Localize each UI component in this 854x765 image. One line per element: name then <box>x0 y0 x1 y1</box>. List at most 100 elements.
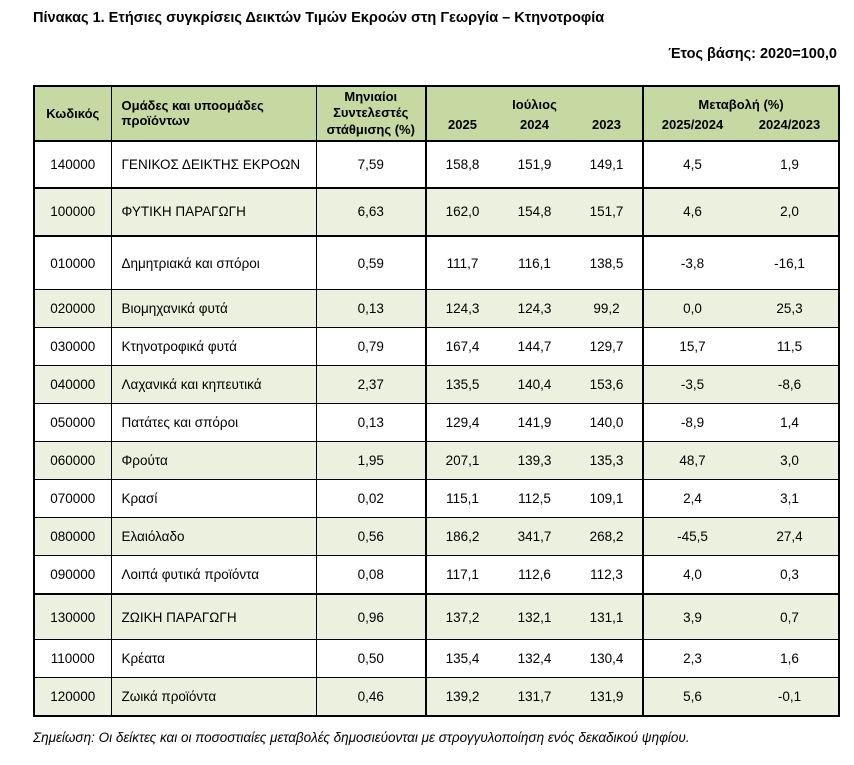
table-row: 030000 Κτηνοτροφικά φυτά 0,79 167,4 144,… <box>33 327 841 366</box>
cell-product-name: Φρούτα <box>111 441 317 480</box>
cell-index-2025: 186,2 <box>426 517 498 556</box>
cell-index-2025: 137,2 <box>426 592 498 640</box>
cell-index-2023: 153,6 <box>571 365 645 404</box>
cell-change-2025-2024: 2,4 <box>643 479 742 518</box>
cell-weight: 0,08 <box>316 555 427 594</box>
cell-change-2024-2023: 3,1 <box>741 479 841 518</box>
cell-change-2024-2023: -0,1 <box>741 677 841 717</box>
table-row: 010000 Δημητριακά και σπόροι 0,59 111,7 … <box>33 234 841 290</box>
cell-index-2023: 268,2 <box>571 517 645 556</box>
cell-index-2023: 129,7 <box>571 327 645 366</box>
col-header-weights: Μηνιαίοι Συντελεστές στάθμισης (%) <box>316 85 427 141</box>
cell-code: 120000 <box>33 677 112 717</box>
cell-weight: 0,59 <box>316 234 427 290</box>
cell-change-2024-2023: 11,5 <box>741 327 841 366</box>
col-header-2023: 2023 <box>571 115 645 141</box>
cell-product-name: Δημητριακά και σπόροι <box>111 234 317 290</box>
cell-code: 010000 <box>33 234 112 290</box>
cell-product-name: Ζωικά προϊόντα <box>111 677 317 717</box>
cell-change-2025-2024: -45,5 <box>643 517 742 556</box>
cell-code: 040000 <box>33 365 112 404</box>
cell-change-2025-2024: 4,0 <box>643 555 742 594</box>
table-row: 040000 Λαχανικά και κηπευτικά 2,37 135,5… <box>33 365 841 404</box>
cell-product-name: Ελαιόλαδο <box>111 517 317 556</box>
cell-product-name: Κρασί <box>111 479 317 518</box>
cell-change-2024-2023: 1,4 <box>741 403 841 442</box>
cell-index-2025: 115,1 <box>426 479 498 518</box>
cell-product-name: Πατάτες και σπόροι <box>111 403 317 442</box>
col-group-month: Ιούλιος <box>426 85 645 116</box>
cell-code: 140000 <box>33 139 112 188</box>
cell-change-2024-2023: -8,6 <box>741 365 841 404</box>
cell-change-2024-2023: 0,3 <box>741 555 841 594</box>
cell-index-2025: 111,7 <box>426 234 498 290</box>
cell-weight: 0,79 <box>316 327 427 366</box>
table-row: 110000 Κρέατα 0,50 135,4 132,4 130,4 2,3… <box>33 639 841 678</box>
cell-index-2024: 132,4 <box>498 639 571 678</box>
cell-index-2024: 140,4 <box>498 365 571 404</box>
cell-change-2025-2024: -3,5 <box>643 365 742 404</box>
cell-index-2023: 109,1 <box>571 479 645 518</box>
cell-change-2024-2023: 2,0 <box>741 186 841 236</box>
cell-change-2025-2024: 48,7 <box>643 441 742 480</box>
cell-code: 070000 <box>33 479 112 518</box>
cell-change-2025-2024: -3,8 <box>643 234 742 290</box>
cell-product-name: Λοιπά φυτικά προϊόντα <box>111 555 317 594</box>
cell-index-2024: 116,1 <box>498 234 571 290</box>
cell-change-2025-2024: -8,9 <box>643 403 742 442</box>
cell-change-2025-2024: 5,6 <box>643 677 742 717</box>
cell-index-2025: 167,4 <box>426 327 498 366</box>
col-header-groups: Ομάδες και υποομάδες προϊόντων <box>111 85 317 141</box>
col-header-2025-2024: 2025/2024 <box>643 115 742 141</box>
table-row: 020000 Βιομηχανικά φυτά 0,13 124,3 124,3… <box>33 289 841 328</box>
col-group-change: Μεταβολή (%) <box>643 85 841 116</box>
table-row: 120000 Ζωικά προϊόντα 0,46 139,2 131,7 1… <box>33 677 841 717</box>
price-index-table: Κωδικός Ομάδες και υποομάδες προϊόντων Μ… <box>33 85 841 717</box>
cell-code: 110000 <box>33 639 112 678</box>
page-title: Πίνακας 1. Ετήσιες συγκρίσεις Δεικτών Τι… <box>33 10 605 26</box>
cell-index-2025: 117,1 <box>426 555 498 594</box>
table-row: 060000 Φρούτα 1,95 207,1 139,3 135,3 48,… <box>33 441 841 480</box>
cell-index-2025: 135,5 <box>426 365 498 404</box>
cell-weight: 0,46 <box>316 677 427 717</box>
cell-index-2024: 132,1 <box>498 592 571 640</box>
footnote: Σημείωση: Οι δείκτες και οι ποσοστιαίες … <box>33 730 690 745</box>
cell-weight: 0,50 <box>316 639 427 678</box>
table-body: 140000 ΓΕΝΙΚΟΣ ΔΕΙΚΤΗΣ ΕΚΡΟΩΝ 7,59 158,8… <box>33 139 841 717</box>
col-header-2024: 2024 <box>498 115 571 141</box>
cell-code: 020000 <box>33 289 112 328</box>
table-row: 140000 ΓΕΝΙΚΟΣ ΔΕΙΚΤΗΣ ΕΚΡΟΩΝ 7,59 158,8… <box>33 139 841 188</box>
cell-change-2024-2023: 27,4 <box>741 517 841 556</box>
header-row-years: 2025 2024 2023 2025/2024 2024/2023 <box>34 115 841 141</box>
table-header: Κωδικός Ομάδες και υποομάδες προϊόντων Μ… <box>33 85 841 141</box>
cell-weight: 0,13 <box>316 289 427 328</box>
cell-index-2023: 131,9 <box>571 677 645 717</box>
cell-index-2024: 112,5 <box>498 479 571 518</box>
header-row-groups: Κωδικός Ομάδες και υποομάδες προϊόντων Μ… <box>33 85 841 141</box>
table-row: 080000 Ελαιόλαδο 0,56 186,2 341,7 268,2 … <box>33 517 841 556</box>
cell-product-name: Κτηνοτροφικά φυτά <box>111 327 317 366</box>
cell-product-name: ΓΕΝΙΚΟΣ ΔΕΙΚΤΗΣ ΕΚΡΟΩΝ <box>111 139 317 188</box>
cell-code: 050000 <box>33 403 112 442</box>
cell-weight: 0,13 <box>316 403 427 442</box>
base-year-note: Έτος βάσης: 2020=100,0 <box>668 46 837 62</box>
cell-index-2024: 154,8 <box>498 186 571 236</box>
cell-index-2025: 162,0 <box>426 186 498 236</box>
cell-product-name: ΦΥΤΙΚΗ ΠΑΡΑΓΩΓΗ <box>111 186 317 236</box>
cell-change-2025-2024: 0,0 <box>643 289 742 328</box>
cell-code: 130000 <box>33 592 112 640</box>
cell-weight: 0,02 <box>316 479 427 518</box>
cell-index-2024: 112,6 <box>498 555 571 594</box>
cell-change-2025-2024: 3,9 <box>643 592 742 640</box>
cell-index-2023: 140,0 <box>571 403 645 442</box>
table-row: 100000 ΦΥΤΙΚΗ ΠΑΡΑΓΩΓΗ 6,63 162,0 154,8 … <box>33 186 841 236</box>
cell-code: 060000 <box>33 441 112 480</box>
cell-index-2023: 130,4 <box>571 639 645 678</box>
cell-product-name: Λαχανικά και κηπευτικά <box>111 365 317 404</box>
cell-weight: 2,37 <box>316 365 427 404</box>
cell-index-2024: 131,7 <box>498 677 571 717</box>
cell-index-2025: 129,4 <box>426 403 498 442</box>
table-row: 130000 ΖΩΙΚΗ ΠΑΡΑΓΩΓΗ 0,96 137,2 132,1 1… <box>33 592 841 640</box>
table-row: 050000 Πατάτες και σπόροι 0,13 129,4 141… <box>33 403 841 442</box>
cell-index-2025: 207,1 <box>426 441 498 480</box>
